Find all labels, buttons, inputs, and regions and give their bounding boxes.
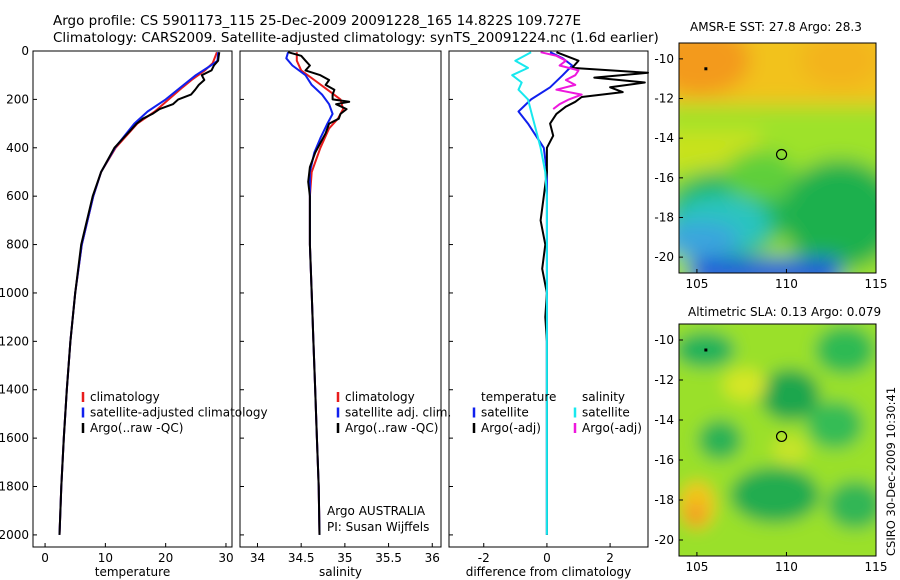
temperature-legend-item: satellite-adjusted climatology bbox=[90, 406, 268, 420]
sla-lon-tick-label: 105 bbox=[685, 560, 708, 574]
difference-legend-temp-sat: satellite bbox=[481, 406, 529, 420]
sst-island-marker bbox=[704, 67, 708, 71]
difference-xtick-label: 0 bbox=[543, 551, 551, 565]
temperature-legend: climatology satellite-adjusted climatolog… bbox=[81, 390, 268, 435]
depth-tick-label: 1400 bbox=[0, 383, 29, 397]
salinity-series-line-0 bbox=[295, 52, 345, 535]
temperature-series-line-2 bbox=[58, 52, 221, 535]
difference-series bbox=[511, 51, 649, 535]
salinity-xtick-label: 36 bbox=[425, 551, 440, 565]
temperature-xtick-label: 0 bbox=[41, 551, 49, 565]
difference-xtick-label: -2 bbox=[478, 551, 490, 565]
sst-lon-tick-label: 110 bbox=[775, 277, 798, 291]
temperature-panel: 0 10 20 30 temperature 0 200 400 600 800 1000 1200 1… bbox=[0, 44, 234, 579]
sst-argo-marker bbox=[775, 148, 788, 161]
sla-argo-marker bbox=[775, 430, 788, 443]
salinity-xtick-label: 35 bbox=[337, 551, 352, 565]
salinity-series-line-2 bbox=[287, 51, 351, 535]
temperature-xtick-label: 30 bbox=[218, 551, 233, 565]
depth-tick-label: 0 bbox=[21, 44, 29, 58]
salinity-legend-item: Argo(..raw -QC) bbox=[345, 421, 438, 435]
difference-series-line-1 bbox=[539, 51, 649, 535]
temperature-legend-item: climatology bbox=[90, 390, 160, 404]
sla-map-field bbox=[679, 324, 876, 556]
temperature-xtick-label: 10 bbox=[98, 551, 113, 565]
depth-tick-label: 400 bbox=[6, 141, 29, 155]
sla-lat-tick-label: -12 bbox=[654, 373, 674, 387]
sla-island-marker bbox=[704, 348, 708, 352]
sst-lat-tick-label: -20 bbox=[654, 250, 674, 264]
sst-map-frame bbox=[678, 42, 877, 274]
difference-legend-title-salinity: salinity bbox=[582, 390, 625, 404]
sst-lat-tick-label: -10 bbox=[654, 52, 674, 66]
sst-map-title: AMSR-E SST: 27.8 Argo: 28.3 bbox=[690, 20, 862, 34]
temperature-xlabel: temperature bbox=[95, 565, 170, 579]
salinity-legend: climatology satellite adj. clim.Argo(..ra… bbox=[336, 390, 451, 435]
difference-legend-temp-argo: Argo(-adj) bbox=[481, 421, 541, 435]
salinity-legend-item: satellite adj. clim. bbox=[345, 406, 451, 420]
difference-legend: temperaturesatelliteArgo(-adj)salinitysa… bbox=[472, 390, 642, 435]
salinity-xtick-label: 34.5 bbox=[288, 551, 315, 565]
temperature-series-line-1 bbox=[58, 52, 220, 535]
sst-lon-tick-label: 115 bbox=[865, 277, 888, 291]
sla-map-frame bbox=[678, 323, 877, 557]
sla-lat-tick-label: -20 bbox=[654, 533, 674, 547]
sla-lat-tick-label: -14 bbox=[654, 413, 674, 427]
sst-lon-tick-label: 105 bbox=[685, 277, 708, 291]
difference-frame bbox=[448, 50, 649, 548]
pi-annotation: PI: Susan Wijffels bbox=[327, 520, 429, 534]
depth-tick-label: 200 bbox=[6, 92, 29, 106]
sla-lon-tick-label: 110 bbox=[775, 560, 798, 574]
salinity-xtick-label: 34 bbox=[250, 551, 265, 565]
sst-lat-tick-label: -12 bbox=[654, 92, 674, 106]
climatology-header: Climatology: CARS2009. Satellite-adjuste… bbox=[53, 30, 659, 46]
depth-tick-label: 1200 bbox=[0, 334, 29, 348]
temperature-frame bbox=[32, 50, 233, 548]
difference-legend-sal-argo: Argo(-adj) bbox=[582, 421, 642, 435]
temperature-xtick-label: 20 bbox=[158, 551, 173, 565]
temperature-series bbox=[58, 51, 221, 535]
difference-series-line-3 bbox=[540, 51, 583, 110]
sst-lat-tick-label: -18 bbox=[654, 210, 674, 224]
salinity-xlabel: salinity bbox=[319, 565, 362, 579]
salinity-legend-item: climatology bbox=[345, 390, 415, 404]
temperature-series-line-0 bbox=[58, 51, 218, 535]
sla-map-title: Altimetric SLA: 0.13 Argo: 0.079 bbox=[688, 305, 882, 319]
salinity-series bbox=[285, 51, 351, 535]
sla-map-axes: 105 110 115 -10 -12 -14 -16 -18 -20 bbox=[654, 323, 888, 574]
sst-map-field bbox=[679, 43, 876, 273]
sst-lat-tick-label: -16 bbox=[654, 171, 674, 185]
difference-series-line-2 bbox=[511, 51, 548, 535]
sla-lon-tick-label: 115 bbox=[865, 560, 888, 574]
salinity-series-line-1 bbox=[285, 51, 334, 535]
depth-tick-label: 2000 bbox=[0, 528, 29, 542]
sst-map-axes: 105 110 115 -10 -12 -14 -16 -18 -20 bbox=[654, 42, 888, 291]
argo-centre-annotation: Argo AUSTRALIA bbox=[327, 504, 426, 518]
depth-tick-label: 1000 bbox=[0, 286, 29, 300]
difference-xtick-label: 2 bbox=[606, 551, 614, 565]
temperature-legend-item: Argo(..raw -QC) bbox=[90, 421, 183, 435]
sla-lat-tick-label: -18 bbox=[654, 493, 674, 507]
profile-header: Argo profile: CS 5901173_115 25-Dec-2009… bbox=[53, 13, 582, 29]
difference-legend-title-temperature: temperature bbox=[481, 390, 556, 404]
salinity-frame bbox=[239, 50, 442, 548]
salinity-panel: 34 34.5 35 35.5 36 salinity bbox=[239, 50, 442, 579]
depth-tick-label: 1800 bbox=[0, 480, 29, 494]
difference-xlabel: difference from climatology bbox=[466, 565, 632, 579]
salinity-xtick-label: 35.5 bbox=[375, 551, 402, 565]
depth-tick-label: 1600 bbox=[0, 431, 29, 445]
depth-tick-label: 800 bbox=[6, 238, 29, 252]
depth-tick-label: 600 bbox=[6, 189, 29, 203]
difference-legend-sal-sat: satellite bbox=[582, 406, 630, 420]
sla-lat-tick-label: -10 bbox=[654, 333, 674, 347]
difference-series-line-0 bbox=[517, 51, 574, 535]
sla-lat-tick-label: -16 bbox=[654, 453, 674, 467]
sst-lat-tick-label: -14 bbox=[654, 131, 674, 145]
